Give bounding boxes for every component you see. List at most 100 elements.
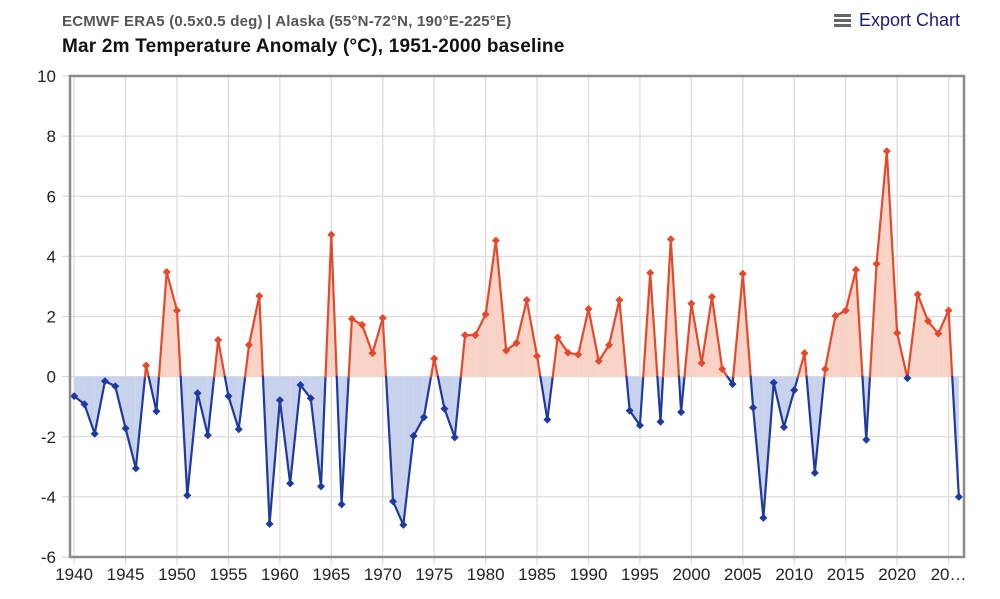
series-line-segment [772,381,786,429]
series-line-segment [854,268,864,378]
data-point [615,295,624,304]
data-point [594,356,603,365]
data-point [80,400,89,409]
data-point [522,295,531,304]
data-point [399,520,408,529]
series-line-segment [258,294,265,378]
data-point [245,341,254,350]
x-tick-label: 2015 [827,565,865,584]
data-point [749,403,758,412]
series-line-segment [741,272,752,378]
export-chart-button[interactable]: Export Chart [833,10,960,31]
series-line-segment [443,407,456,439]
series-line-segment [114,385,127,430]
data-point [677,408,686,417]
series-line-segment [868,262,878,378]
negative-area [125,376,136,469]
y-tick-label: -6 [41,548,56,567]
positive-area [557,337,568,377]
y-tick-label: -2 [41,428,56,447]
series-line-segment [371,316,384,355]
positive-area [938,310,949,377]
data-point [882,147,891,156]
data-point [131,464,140,473]
series-line-segment [951,375,960,498]
data-point [851,265,860,274]
positive-area [362,324,373,377]
series-line-segment [206,375,216,437]
series-line-segment [436,375,446,410]
data-point [440,404,449,413]
data-point [872,259,881,268]
positive-area [609,299,620,377]
data-point [656,417,665,426]
series-line-segment [906,293,919,378]
x-tick-label: 1960 [261,565,299,584]
data-point [779,423,788,432]
series-line-segment [577,307,590,356]
x-tick-label: 1970 [364,565,402,584]
y-tick-label: 8 [47,127,56,146]
x-tick-label: 2010 [775,565,813,584]
data-point [687,299,696,308]
series-line-segment [237,375,247,431]
x-tick-label: 20… [931,565,967,584]
series-line-segment [638,375,645,427]
area-fills [74,151,959,525]
data-point [553,333,562,342]
data-point [954,492,963,501]
data-point [409,431,418,440]
data-point [306,394,315,403]
series-line-segment [597,343,611,363]
series-line-segment [213,338,220,378]
series-line-segment [642,271,652,378]
data-point [100,377,109,386]
series-line-segment [381,316,388,378]
data-point [512,338,521,347]
series-line-segment [402,434,415,526]
positive-area [485,240,496,377]
positive-area [465,335,476,377]
series-line-segment [700,295,714,365]
series-line-segment [186,392,199,497]
series-line-segment [289,383,302,485]
negative-area [228,376,239,430]
data-point [389,497,398,506]
series-line-segment [861,375,868,441]
series-line-segment [261,375,271,526]
data-point [275,396,284,405]
series-line-segment [824,314,837,371]
series-line-segment [494,239,508,352]
series-line-segment [196,392,209,437]
series-line-segment [93,380,107,435]
series-line-segment [217,338,226,378]
data-point [255,292,264,301]
data-point [563,348,572,357]
y-tick-label: 6 [47,187,56,206]
series-line-segment [661,238,672,378]
y-tick-label: 0 [47,368,56,387]
series-line-segment [268,398,281,526]
series-line-segment [803,352,808,378]
series-line-segment [813,375,826,474]
x-tick-label: 1965 [312,565,350,584]
series-line-segment [556,336,570,354]
data-point [430,354,439,363]
series-line-segment [749,375,755,409]
positive-area [876,151,887,377]
series-line-segment [157,270,168,378]
positive-area [516,299,527,377]
negative-area [300,376,311,399]
data-point [347,314,356,323]
series-line-segment [796,352,806,378]
data-point [337,500,346,509]
series-line-segment [459,334,467,378]
data-point [903,374,912,383]
data-point [172,306,181,315]
series-line-segment [690,302,703,365]
menu-icon [833,14,851,27]
data-point [584,304,593,313]
data-point [121,424,130,433]
series-line-segment [875,150,888,265]
data-point [769,378,778,387]
